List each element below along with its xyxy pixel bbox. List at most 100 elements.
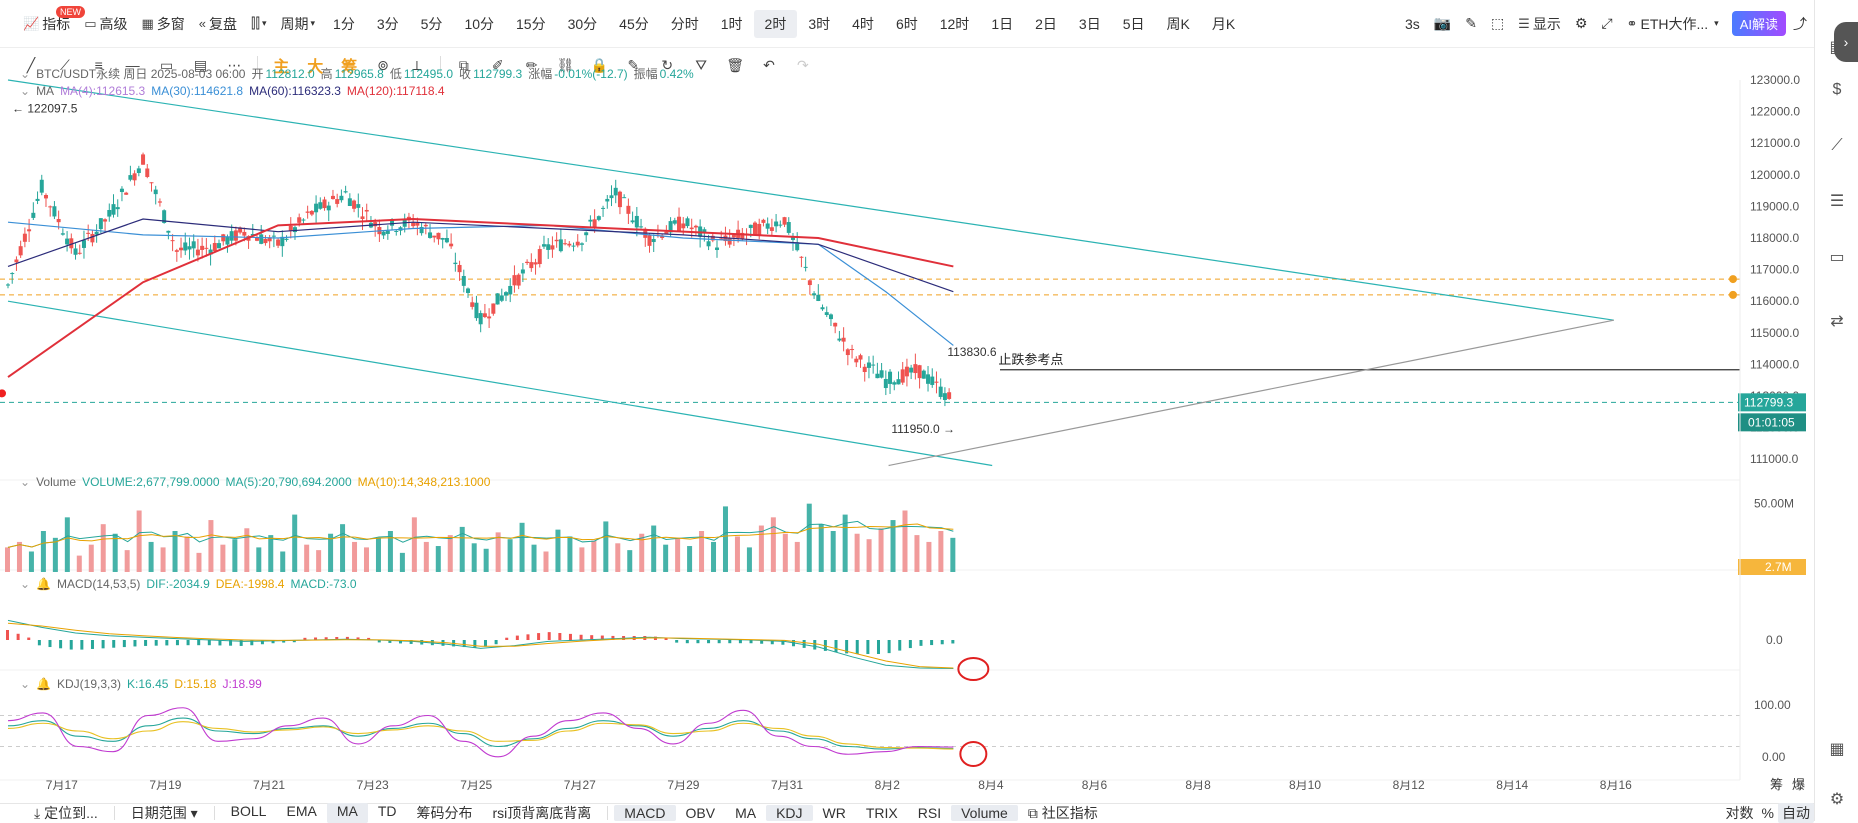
- symbol-select[interactable]: ⚭ ETH大作... ▾: [1626, 15, 1719, 32]
- settings-icon[interactable]: ⚙: [1574, 15, 1588, 31]
- sub-indicator-3[interactable]: KDJ: [766, 804, 813, 821]
- period-5[interactable]: 30分: [567, 15, 598, 32]
- chart-type-button[interactable]: ⫿⫿ ▾: [244, 10, 274, 38]
- multi-window-button[interactable]: ▦ 多窗: [141, 15, 185, 32]
- lock-icon[interactable]: 🔒: [590, 56, 609, 73]
- screen-icon[interactable]: ⬚: [1490, 15, 1505, 31]
- rectangle-icon[interactable]: ▭: [159, 56, 174, 73]
- locate-button[interactable]: ⤓ 定位到...: [34, 804, 98, 821]
- community-indicator-button[interactable]: ⧉ 社区指标: [1027, 804, 1098, 821]
- big-tool[interactable]: 大: [307, 59, 324, 76]
- ai-analysis-button[interactable]: AI解读: [1731, 11, 1786, 36]
- sub-indicator-7[interactable]: Volume: [951, 804, 1018, 821]
- log-toggle[interactable]: 对数: [1725, 804, 1754, 821]
- display-button[interactable]: ☰ 显示: [1518, 15, 1561, 32]
- collapse-icon[interactable]: ⌄: [20, 677, 31, 691]
- sub-indicator-4[interactable]: WR: [822, 804, 846, 821]
- percent-toggle[interactable]: %: [1761, 804, 1774, 821]
- indicator-button[interactable]: 📈 指标: [23, 15, 71, 32]
- undo-icon[interactable]: ↶: [763, 56, 775, 73]
- x-tick-label-14: 8月14: [1496, 778, 1528, 792]
- chart-canvas[interactable]: 123000.0 122000.0 121000.0 120000.0 119000.0…: [0, 0, 1814, 803]
- main-indicator-4[interactable]: 筹码分布: [416, 804, 473, 821]
- high-label: 高: [320, 67, 333, 81]
- period-16[interactable]: 3日: [1078, 15, 1101, 32]
- layout-icon[interactable]: ▦: [1829, 741, 1845, 758]
- horizontal-line-icon[interactable]: —: [125, 57, 140, 73]
- fullscreen-icon[interactable]: ⤢: [1601, 15, 1613, 31]
- more-icon[interactable]: ⋯: [227, 56, 242, 73]
- main-indicator-5[interactable]: rsi顶背离底背离: [492, 804, 592, 821]
- period-11[interactable]: 4时: [852, 15, 874, 32]
- period-15[interactable]: 2日: [1035, 15, 1057, 32]
- curve-icon[interactable]: ↻: [661, 56, 674, 73]
- list-icon[interactable]: ☰: [1829, 193, 1845, 210]
- advanced-button[interactable]: ▭ 高级: [84, 15, 128, 32]
- pencil-icon[interactable]: ✏: [525, 56, 538, 73]
- trash-icon[interactable]: 🗑: [726, 56, 744, 73]
- volume-legend-value-2: MA(10):14,348,213.1000: [357, 475, 491, 489]
- filter-icon[interactable]: ⛛: [695, 56, 708, 73]
- refresh-interval[interactable]: 3s: [1404, 15, 1420, 32]
- sub-indicator-0[interactable]: MACD: [614, 804, 676, 821]
- period-7[interactable]: 分时: [670, 15, 699, 32]
- sub-indicator-1[interactable]: OBV: [685, 804, 716, 821]
- collapse-icon[interactable]: ⌄: [20, 577, 31, 591]
- sub-indicator-5[interactable]: TRIX: [865, 804, 898, 821]
- period-17[interactable]: 5日: [1122, 15, 1145, 32]
- trend-icon[interactable]: ⟋: [1831, 137, 1843, 154]
- collapse-icon[interactable]: ⌄: [20, 84, 31, 98]
- bell-icon[interactable]: 🔔: [36, 577, 52, 591]
- measure-icon[interactable]: ⟂: [412, 56, 422, 73]
- redo-icon[interactable]: ↷: [797, 56, 809, 73]
- period-3[interactable]: 10分: [464, 15, 495, 32]
- swap-icon[interactable]: ⇄: [1830, 313, 1844, 330]
- collapse-icon[interactable]: ⌄: [20, 66, 31, 81]
- period-4[interactable]: 15分: [516, 15, 546, 32]
- period-19[interactable]: 月K: [1211, 15, 1236, 32]
- ray-icon[interactable]: ⟋: [59, 56, 70, 73]
- parallel-lines-icon[interactable]: ≡: [94, 57, 103, 73]
- period-14[interactable]: 1日: [991, 15, 1014, 32]
- collapse-icon[interactable]: ⌄: [20, 475, 31, 489]
- pen-icon[interactable]: ✎: [1465, 15, 1477, 31]
- main-indicator-2[interactable]: MA: [326, 802, 368, 823]
- copy-icon[interactable]: ⧉: [458, 56, 469, 73]
- share-icon[interactable]: ⤴: [1793, 15, 1807, 32]
- date-range-button[interactable]: 日期范围 ▾: [130, 804, 198, 821]
- collapse-panel-button[interactable]: ›: [1834, 22, 1858, 62]
- dollar-icon[interactable]: $: [1832, 81, 1842, 98]
- period-8[interactable]: 1时: [720, 15, 743, 32]
- period-10[interactable]: 3时: [808, 15, 831, 32]
- camera-icon[interactable]: 📷: [1433, 15, 1452, 31]
- period-menu[interactable]: 周期 ▾: [280, 15, 316, 32]
- edit-icon[interactable]: ✎: [627, 56, 640, 73]
- gear-icon[interactable]: ⚙: [1829, 791, 1845, 808]
- main-indicator-1[interactable]: EMA: [286, 802, 317, 819]
- bell-icon[interactable]: 🔔: [36, 677, 52, 691]
- magnet-icon[interactable]: ⊚: [377, 56, 389, 73]
- period-18[interactable]: 周K: [1166, 15, 1190, 32]
- candle-body: [875, 373, 880, 379]
- period-9[interactable]: 2时: [753, 9, 798, 38]
- period-13[interactable]: 12时: [939, 15, 970, 32]
- period-0[interactable]: 1分: [333, 15, 355, 32]
- main-indicator-3[interactable]: TD: [377, 802, 397, 819]
- period-2[interactable]: 5分: [420, 15, 443, 32]
- main-indicator-0[interactable]: BOLL: [230, 802, 267, 819]
- replay-button[interactable]: «复盘: [198, 15, 238, 32]
- link-icon[interactable]: ⛓: [556, 56, 575, 73]
- chip-tool[interactable]: 筹: [341, 59, 358, 76]
- sub-indicator-2[interactable]: MA: [735, 804, 757, 821]
- fib-icon[interactable]: ▤: [193, 56, 208, 73]
- trend-line-icon[interactable]: ╱: [26, 56, 36, 73]
- period-12[interactable]: 6时: [895, 15, 918, 32]
- brush-icon[interactable]: ✐: [491, 56, 504, 73]
- main-tool[interactable]: 主: [273, 59, 290, 76]
- etf-icon[interactable]: ▭: [1829, 249, 1845, 266]
- candle-body: [693, 225, 698, 228]
- sub-indicator-6[interactable]: RSI: [917, 804, 942, 821]
- period-1[interactable]: 3分: [376, 15, 399, 32]
- auto-toggle[interactable]: 自动: [1778, 802, 1814, 823]
- period-6[interactable]: 45分: [619, 15, 649, 32]
